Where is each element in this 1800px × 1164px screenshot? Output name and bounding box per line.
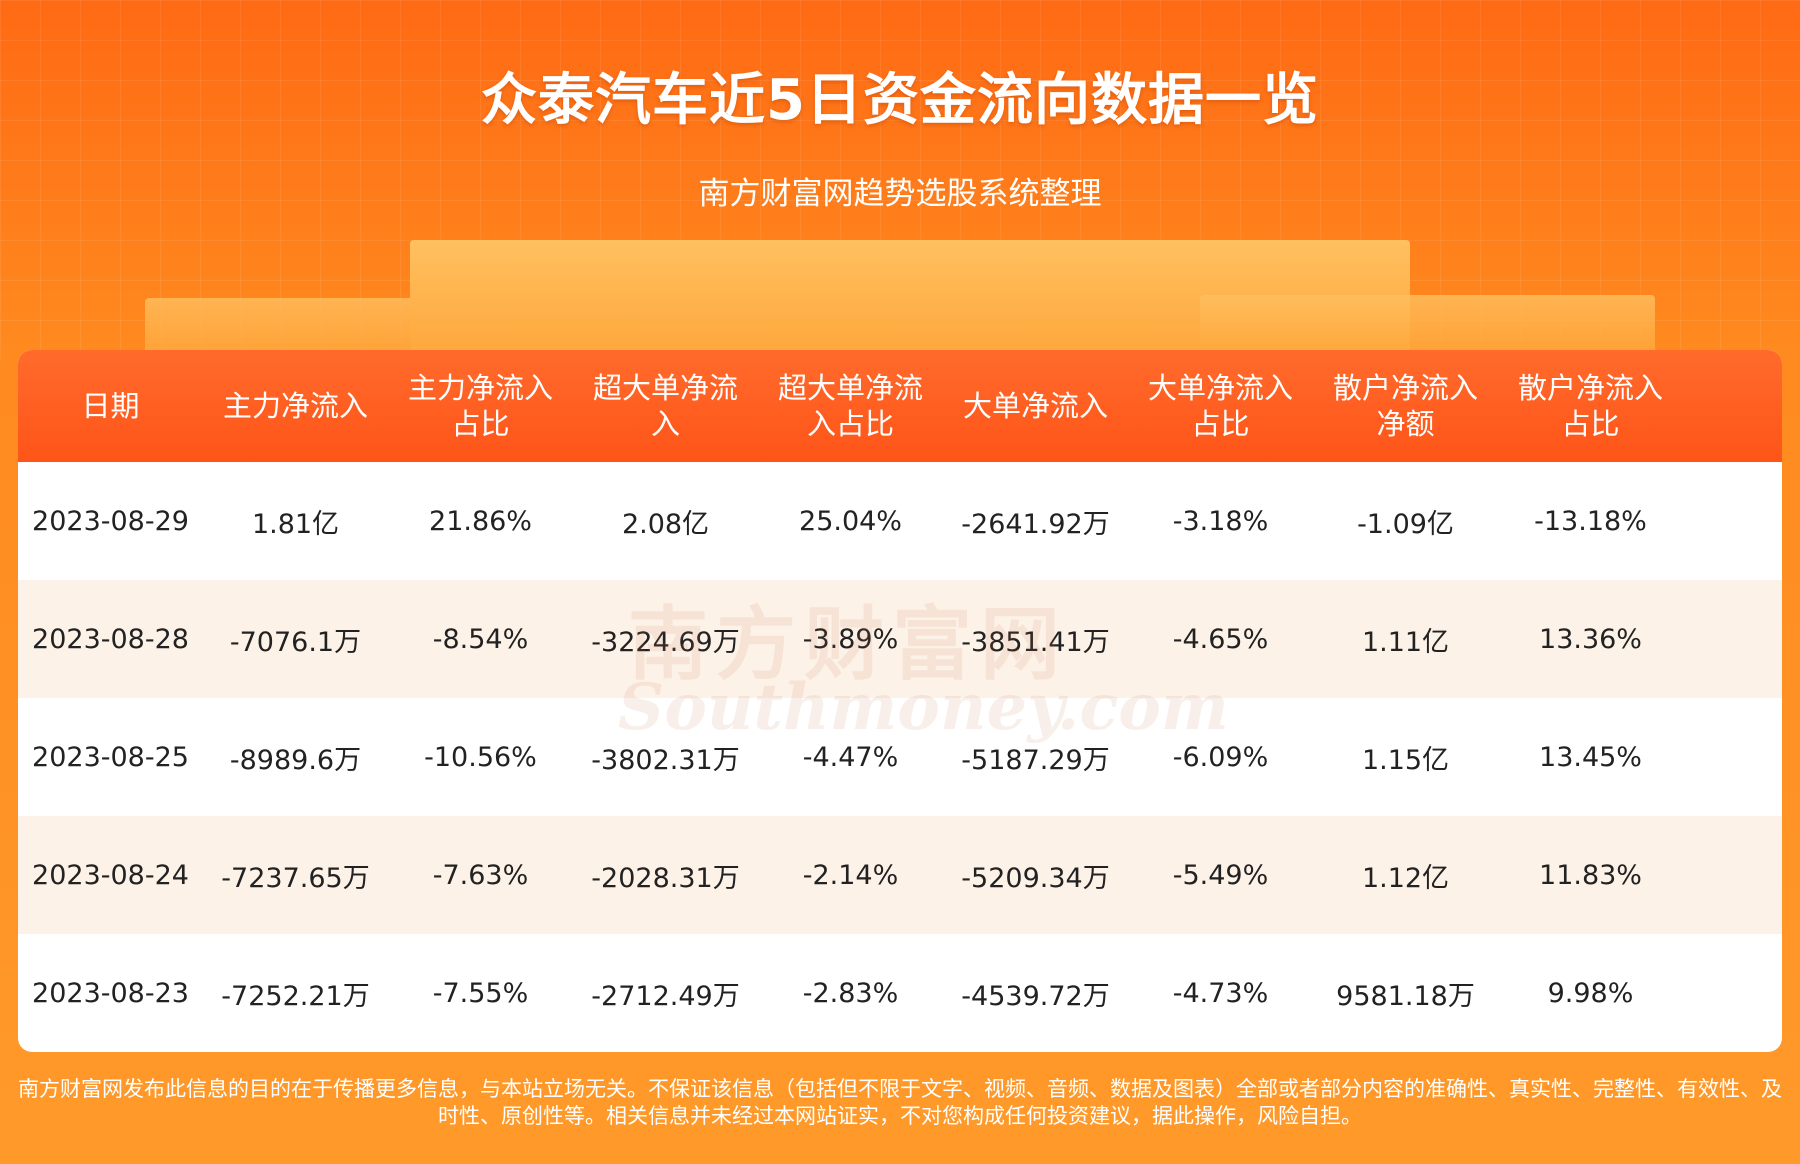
column-header: 散户净流入净额	[1332, 371, 1478, 441]
column-header: 日期	[81, 389, 140, 423]
table-cell: 2023-08-25	[32, 741, 189, 773]
column-header: 主力净流入	[222, 389, 368, 423]
table-cell: -3.18%	[1172, 505, 1269, 537]
table-cell: 1.11亿	[1361, 626, 1450, 658]
column-header: 大单净流入	[962, 389, 1108, 423]
table-cell: -4.65%	[1172, 623, 1269, 655]
title: 众泰汽车近5日资金流向数据一览	[481, 68, 1319, 133]
table-cell: 2023-08-28	[32, 623, 189, 655]
table-row: 2023-08-23 -7252.21万 -7.55% -2712.49万 -2.83%…	[18, 934, 1782, 1052]
table-cell: -6.09%	[1172, 741, 1269, 773]
table-cell: -4.73%	[1172, 977, 1269, 1009]
table-cell: -4.47%	[802, 741, 899, 773]
table-cell: 13.36%	[1539, 623, 1642, 655]
table-cell: 11.83%	[1539, 859, 1642, 891]
decor-block	[1200, 295, 1655, 355]
subtitle: 南方财富网趋势选股系统整理	[698, 176, 1102, 212]
table-cell: -13.18%	[1534, 505, 1647, 537]
table-cell: -7.55%	[432, 977, 529, 1009]
table-cell: -5187.29万	[961, 744, 1110, 776]
table-cell: 9581.18万	[1336, 980, 1475, 1012]
table-cell: -2.83%	[802, 977, 899, 1009]
table-cell: -2.14%	[802, 859, 899, 891]
table-cell: -4539.72万	[961, 980, 1110, 1012]
table-cell: -2028.31万	[591, 862, 740, 894]
table-cell: -7252.21万	[221, 980, 370, 1012]
table-cell: -3802.31万	[591, 744, 740, 776]
column-header: 散户净流入占比	[1517, 371, 1663, 441]
table-cell: -7.63%	[432, 859, 529, 891]
table-cell: -8989.6万	[229, 744, 362, 776]
table-cell: -1.09亿	[1357, 508, 1454, 540]
table-cell: -7237.65万	[221, 862, 370, 894]
table-row: 2023-08-28 -7076.1万 -8.54% -3224.69万 -3.89% -…	[18, 580, 1782, 698]
column-header: 超大单净流入占比	[777, 371, 923, 441]
column-header: 超大单净流入	[592, 371, 738, 441]
column-header: 大单净流入占比	[1147, 371, 1293, 441]
table-cell: 1.12亿	[1361, 862, 1450, 894]
table-cell: -2712.49万	[591, 980, 740, 1012]
table-row: 2023-08-29 1.81亿 21.86% 2.08亿 25.04% -2641.92…	[18, 462, 1782, 580]
table-cell: -8.54%	[432, 623, 529, 655]
table-body: 2023-08-29 1.81亿 21.86% 2.08亿 25.04% -2641.92…	[18, 462, 1782, 1052]
table-cell: -2641.92万	[961, 508, 1110, 540]
table-cell: 2.08亿	[621, 508, 710, 540]
table-cell: 9.98%	[1547, 977, 1634, 1009]
table-row: 2023-08-24 -7237.65万 -7.63% -2028.31万 -2.14%…	[18, 816, 1782, 934]
table-cell: 25.04%	[799, 505, 902, 537]
table-cell: 1.81亿	[251, 508, 340, 540]
table-cell: -5.49%	[1172, 859, 1269, 891]
table-cell: 1.15亿	[1361, 744, 1450, 776]
table-header: 日期 主力净流入 主力净流入占比 超大单净流入 超大单净流入占比 大单净流入 大单净流入占比…	[18, 350, 1782, 462]
column-header: 主力净流入占比	[407, 371, 553, 441]
table-cell: -3851.41万	[961, 626, 1110, 658]
table-cell: -7076.1万	[229, 626, 362, 658]
table-cell: 13.45%	[1539, 741, 1642, 773]
disclaimer: 南方财富网发布此信息的目的在于传播更多信息，与本站立场无关。不保证该信息（包括但…	[18, 1077, 1782, 1128]
table-cell: 2023-08-29	[32, 505, 189, 537]
table-cell: -5209.34万	[961, 862, 1110, 894]
table-row: 2023-08-25 -8989.6万 -10.56% -3802.31万 -4.47%…	[18, 698, 1782, 816]
table-cell: 21.86%	[429, 505, 532, 537]
table-cell: -3224.69万	[591, 626, 740, 658]
table: 日期 主力净流入 主力净流入占比 超大单净流入 超大单净流入占比 大单净流入 大单净流入占比…	[18, 350, 1782, 1052]
table-cell: 2023-08-23	[32, 977, 189, 1009]
table-cell: -10.56%	[424, 741, 537, 773]
table-cell: 2023-08-24	[32, 859, 189, 891]
table-cell: -3.89%	[802, 623, 899, 655]
